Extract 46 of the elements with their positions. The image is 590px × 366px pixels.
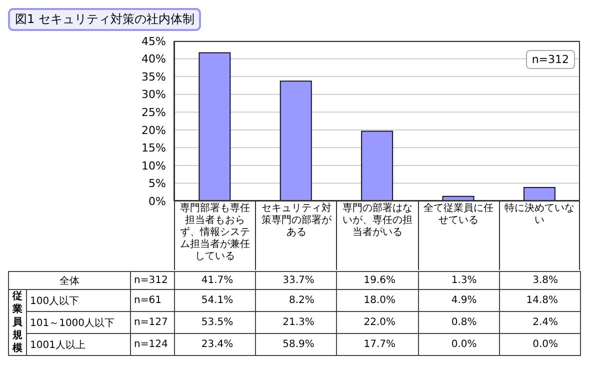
text: 18.0% (364, 295, 396, 306)
text: 58.9% (282, 339, 314, 350)
y-tick-label: 20% (142, 124, 166, 137)
text: 1.3% (451, 275, 477, 286)
y-tick-label: 5% (148, 177, 166, 190)
category-label: n=127 (134, 317, 168, 328)
y-tick-label: 40% (142, 52, 166, 66)
category-label: n=61 (134, 295, 162, 306)
text: 17.7% (364, 339, 396, 350)
text: 0.8% (451, 317, 477, 328)
text: 21.3% (282, 317, 314, 328)
category-label: 101～1000人以下 (30, 318, 115, 328)
text: 4.9% (451, 295, 477, 306)
category-label: 100人以下 (30, 296, 80, 306)
y-tick-label: 30% (142, 88, 166, 102)
y-tick-label: 35% (142, 70, 166, 84)
text: 8.2% (288, 295, 314, 306)
x-tick-label: 専門の部署はないが、専任の担当者がいる (336, 201, 418, 270)
text: 2.4% (532, 317, 558, 328)
text: 22.0% (364, 317, 396, 328)
text: 14.8% (526, 295, 558, 306)
text: 0.0% (451, 339, 477, 350)
x-tick-label: セキュリティ対策専門の部署がある (255, 201, 336, 270)
text: 33.7% (282, 275, 314, 286)
y-tick-label: 25% (142, 106, 166, 120)
text: 19.6% (364, 275, 396, 286)
category-label: n=312 (134, 275, 168, 286)
y-tick-label: 0% (148, 194, 166, 208)
text: 54.1% (201, 295, 234, 306)
text: 41.7% (201, 275, 234, 286)
text: 0.0% (532, 339, 558, 350)
text: 3.8% (532, 275, 558, 286)
x-tick-label: 専門部署も専任担当者もおらず、情報システム担当者が兼任している (174, 201, 256, 270)
text: 従業員規模 (8, 290, 26, 356)
chart-title: 図1 セキュリティ対策の社内体制 (8, 8, 202, 31)
category-label: 1001人以上 (30, 340, 86, 350)
y-tick-label: 10% (142, 159, 166, 172)
x-tick-label: 全て従業員に任せている (418, 201, 499, 270)
x-tick-label: 特に決めていない (498, 201, 580, 270)
y-tick-label: 45% (142, 34, 166, 48)
text: 23.4% (201, 339, 234, 350)
category-label: 全体 (60, 276, 80, 286)
annotation: n=312 (526, 50, 575, 69)
text: 53.5% (201, 317, 234, 328)
category-label: n=124 (134, 339, 168, 350)
y-tick-label: 15% (142, 142, 166, 155)
